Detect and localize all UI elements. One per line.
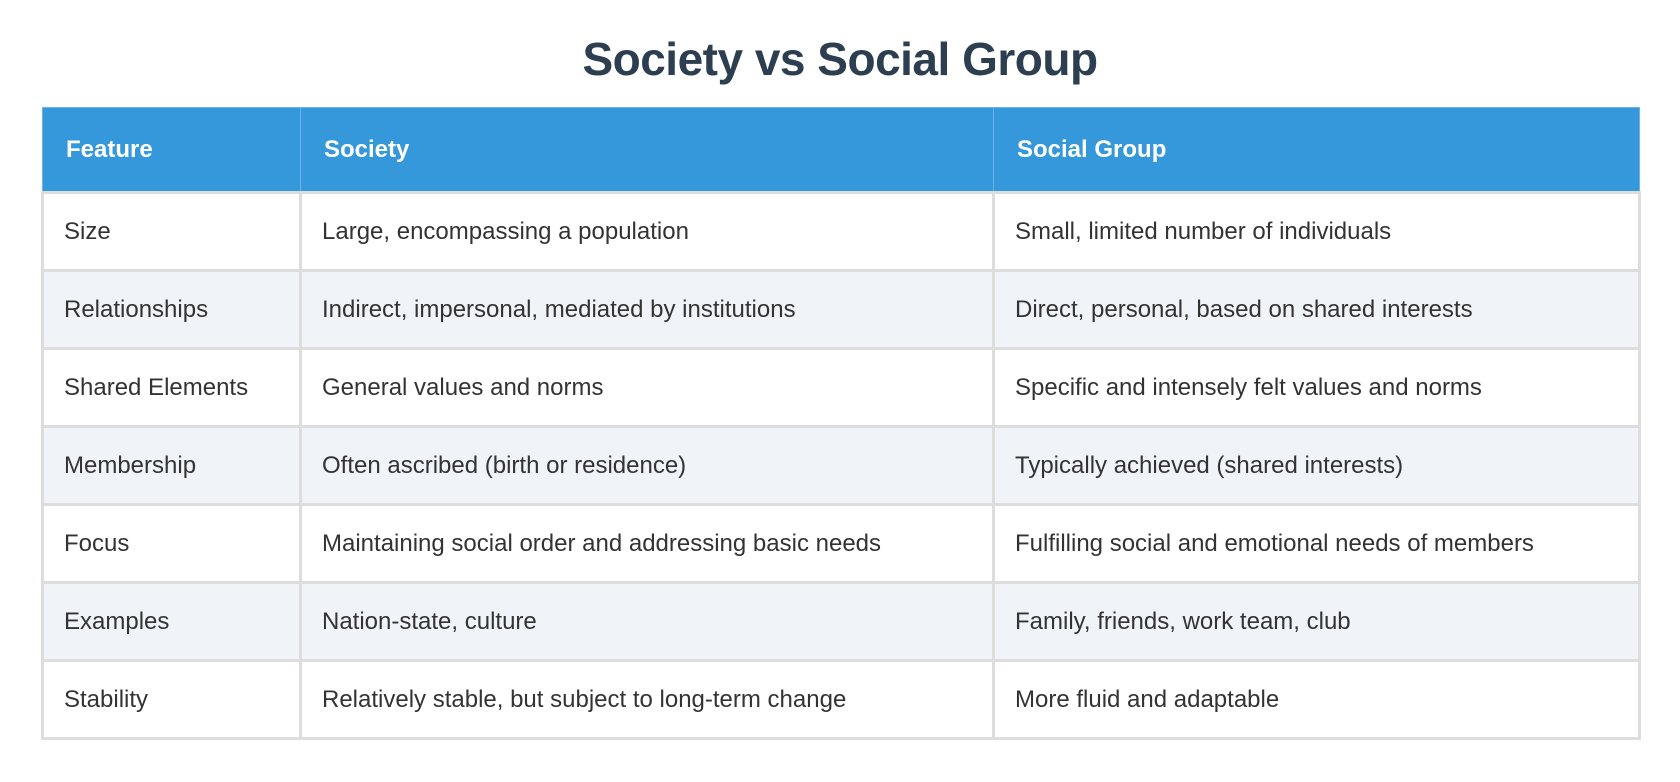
table-cell: Maintaining social order and addressing … [299, 503, 995, 584]
table-row: Membership Often ascribed (birth or resid… [41, 425, 1641, 506]
table-cell: General values and norms [299, 347, 995, 428]
table-cell: More fluid and adaptable [992, 659, 1641, 740]
table-cell: Examples [41, 581, 302, 662]
header-cell: Society [300, 107, 994, 193]
table-cell: Size [41, 191, 302, 272]
table-cell: Small, limited number of individuals [992, 191, 1641, 272]
table-cell: Nation-state, culture [299, 581, 995, 662]
table-cell: Focus [41, 503, 302, 584]
table-cell: Membership [41, 425, 302, 506]
header-cell: Feature [42, 107, 301, 193]
table-cell: Direct, personal, based on shared intere… [992, 269, 1641, 350]
table-row: Examples Nation-state, culture Family, fri… [41, 581, 1641, 662]
table-cell: Fulfilling social and emotional needs of… [992, 503, 1641, 584]
header-row: Feature Society Social Group [42, 107, 1640, 193]
table-row: Relationships Indirect, impersonal, media… [41, 269, 1641, 350]
table-cell: Indirect, impersonal, mediated by instit… [299, 269, 995, 350]
table-cell: Specific and intensely felt values and n… [992, 347, 1641, 428]
header-cell: Social Group [993, 107, 1640, 193]
table-cell: Relatively stable, but subject to long-t… [299, 659, 995, 740]
table-row: Focus Maintaining social order and addres… [41, 503, 1641, 584]
table-cell: Large, encompassing a population [299, 191, 995, 272]
comparison-table: Feature Society Social Group Size Large, en… [41, 107, 1641, 740]
table-cell: Shared Elements [41, 347, 302, 428]
table-cell: Often ascribed (birth or residence) [299, 425, 995, 506]
page-title: Society vs Social Group [582, 33, 1098, 85]
table-body: Size Large, encompassing a population Smal… [41, 191, 1641, 740]
table-cell: Typically achieved (shared interests) [992, 425, 1641, 506]
table-row: Shared Elements General values and norms S… [41, 347, 1641, 428]
table-cell: Stability [41, 659, 302, 740]
table-cell: Relationships [41, 269, 302, 350]
table-cell: Family, friends, work team, club [992, 581, 1641, 662]
table-row: Size Large, encompassing a population Smal… [41, 191, 1641, 272]
table-row: Stability Relatively stable, but subject … [41, 659, 1641, 740]
